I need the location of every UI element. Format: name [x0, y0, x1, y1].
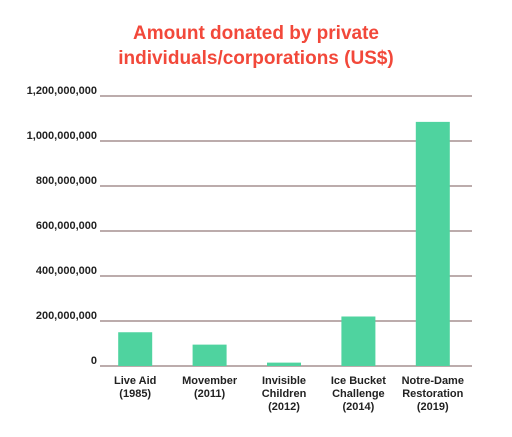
- y-tick-label: 1,200,000,000: [27, 85, 97, 97]
- y-axis-ticks: 0 200,000,000 400,000,000 600,000,000 800,00…: [27, 85, 97, 367]
- bars: [118, 121, 450, 366]
- y-tick-label: 600,000,000: [36, 220, 97, 232]
- bar-1: [118, 332, 153, 366]
- bar-3: [267, 362, 301, 366]
- y-tick-label: 400,000,000: [36, 265, 97, 277]
- category-label-2: Movember (2011): [182, 375, 238, 400]
- bar-5: [415, 121, 450, 366]
- bar-2: [192, 344, 227, 366]
- category-label-1: Live Aid (1985): [114, 375, 156, 400]
- bar-4: [341, 316, 376, 366]
- category-label-3: Invisible Children (2012): [262, 375, 307, 413]
- y-tick-label: 1,000,000,000: [27, 130, 97, 142]
- x-axis-categories: Live Aid (1985) Movember (2011) Invisible Chi…: [114, 375, 464, 413]
- y-tick-label: 800,000,000: [36, 175, 97, 187]
- grid-lines: [100, 95, 472, 367]
- y-tick-label: 0: [91, 355, 97, 367]
- category-label-4: Ice Bucket Challenge (2014): [331, 375, 386, 413]
- chart-title: Amount donated by private individuals/cor…: [118, 23, 394, 69]
- category-label-5: Notre-Dame Restoration (2019): [402, 375, 464, 413]
- chart-title-line-1: Amount donated by private: [133, 23, 379, 44]
- y-tick-label: 200,000,000: [36, 310, 97, 322]
- chart-title-line-2: individuals/corporations (US$): [118, 48, 394, 69]
